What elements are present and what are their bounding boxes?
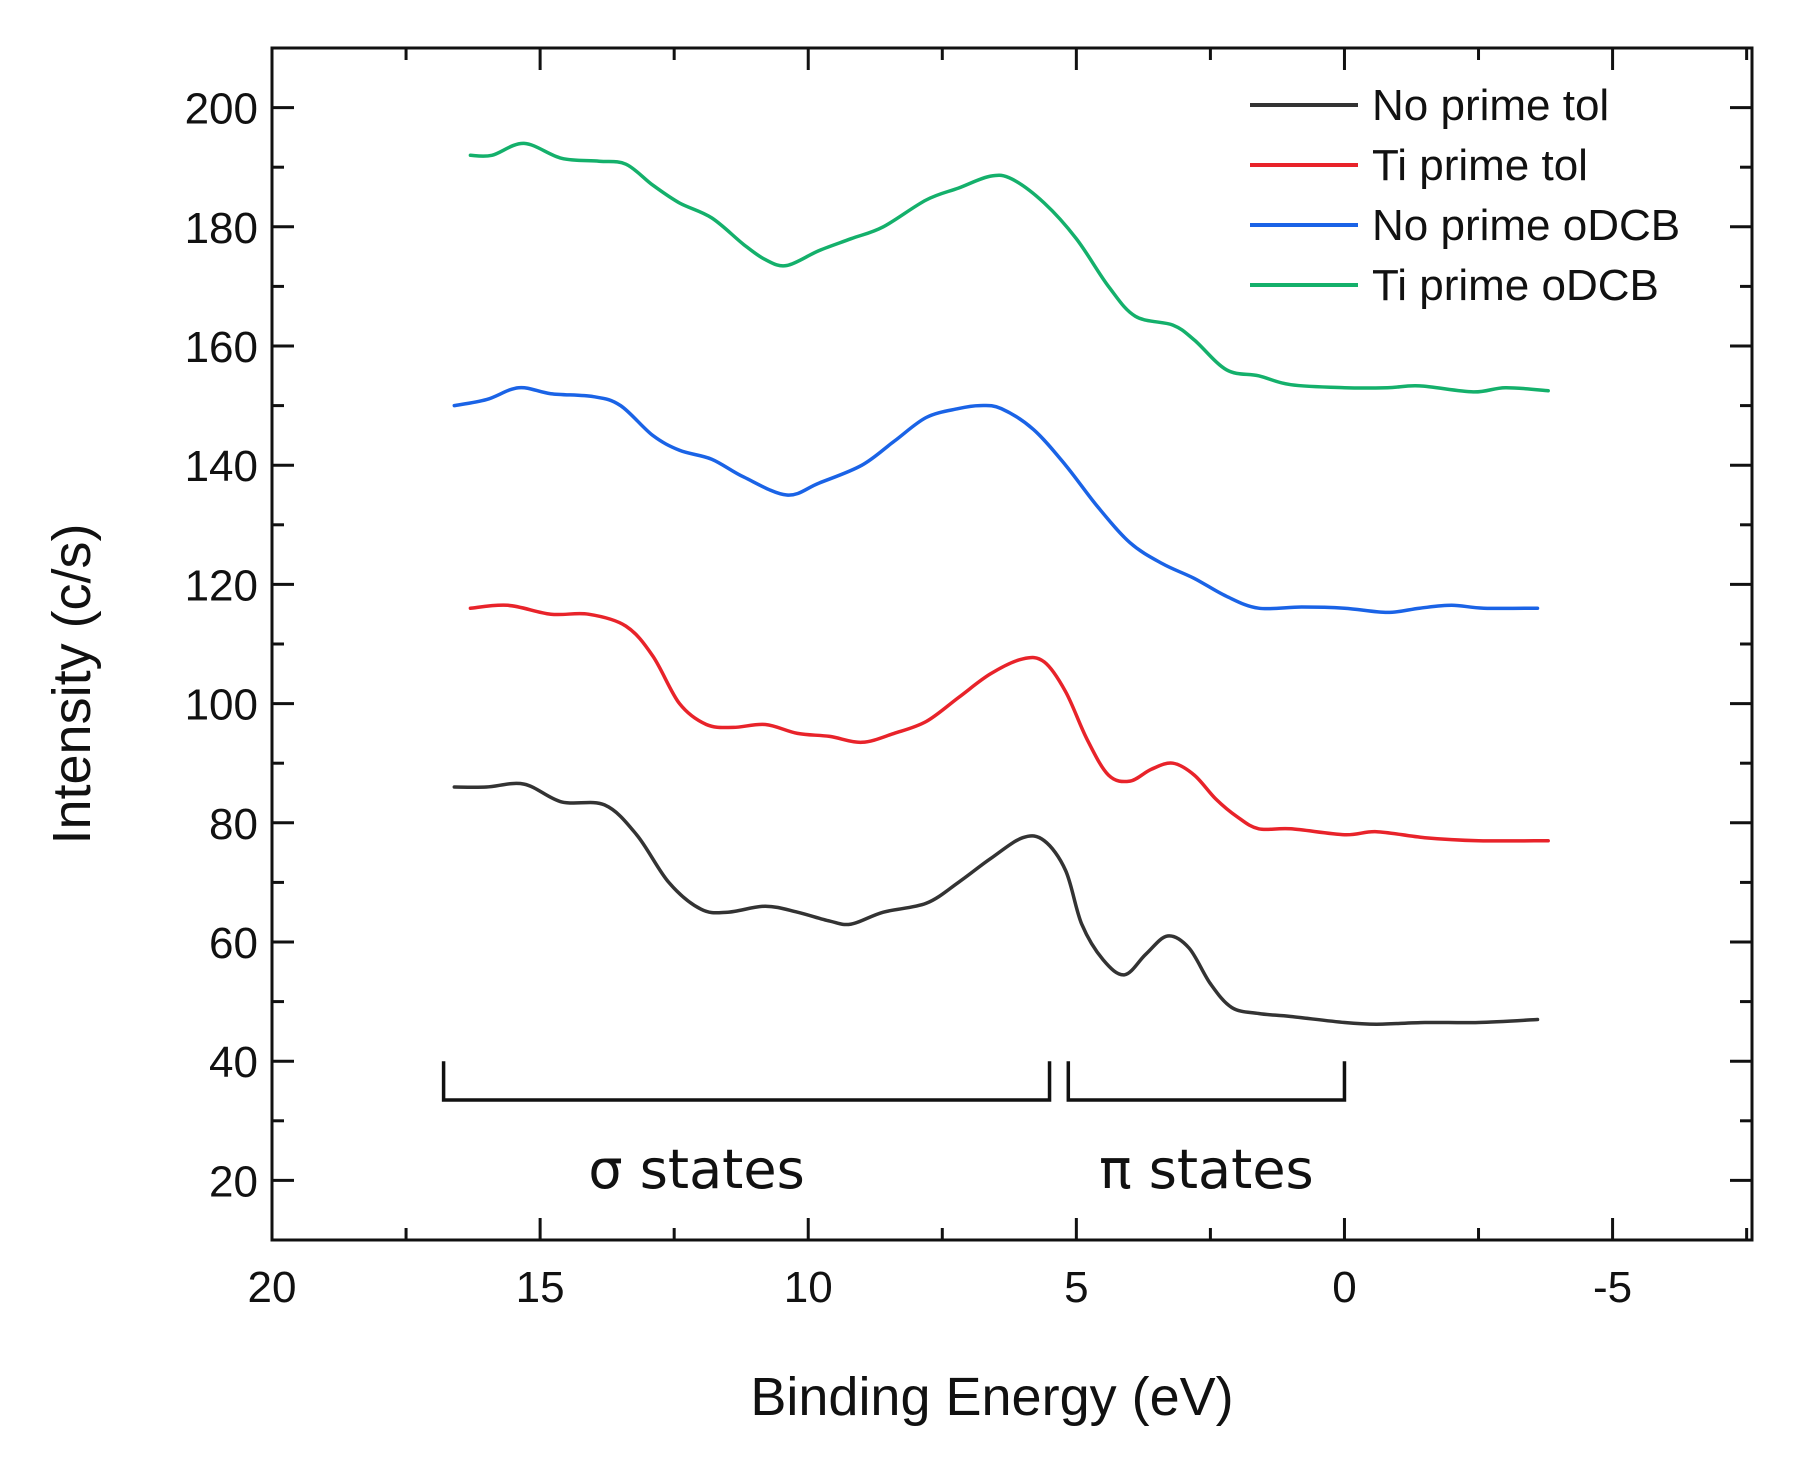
state-bracket-2	[1066, 1061, 1347, 1102]
y-tick-label: 200	[185, 85, 258, 134]
state-bracket-1	[441, 1061, 1052, 1102]
data-series	[452, 141, 1550, 1026]
legend: No prime tol Ti prime tol No prime oDCB Ti …	[1250, 81, 1680, 310]
series-line-3	[452, 385, 1540, 615]
y-axis-title: Intensity (c/s)	[42, 523, 102, 844]
x-tick-label: 20	[248, 1263, 297, 1312]
x-tick-label: -5	[1593, 1263, 1632, 1312]
y-tick-label: 120	[185, 561, 258, 610]
legend-label: No prime oDCB	[1372, 201, 1680, 250]
y-tick-label: 160	[185, 323, 258, 372]
state-brackets: σ states π states	[441, 1061, 1347, 1201]
x-tick-label: 15	[516, 1263, 565, 1312]
series-line-1	[452, 781, 1540, 1026]
y-tick-label: 180	[185, 204, 258, 253]
x-tick-label: 0	[1332, 1263, 1356, 1312]
y-tick-label: 60	[209, 919, 258, 968]
state-bracket-label: π states	[1099, 1138, 1314, 1201]
legend-label: Ti prime tol	[1372, 141, 1588, 190]
y-tick-label: 80	[209, 800, 258, 849]
x-tick-label: 10	[784, 1263, 833, 1312]
axis-ticks: 20 15 10 5 0 -5 20 40 60 80 100 120 140 160 180 200	[185, 48, 1752, 1312]
state-bracket-label: σ states	[588, 1138, 804, 1201]
plot-frame	[270, 46, 1754, 1242]
y-tick-label: 40	[209, 1038, 258, 1087]
legend-label: Ti prime oDCB	[1372, 261, 1659, 310]
series-line-2	[468, 603, 1550, 843]
y-tick-label: 20	[209, 1157, 258, 1206]
series-line-4	[468, 141, 1550, 394]
x-axis-title: Binding Energy (eV)	[750, 1367, 1233, 1427]
x-tick-label: 5	[1064, 1263, 1088, 1312]
y-tick-label: 100	[185, 681, 258, 730]
legend-label: No prime tol	[1372, 81, 1609, 130]
y-tick-label: 140	[185, 442, 258, 491]
